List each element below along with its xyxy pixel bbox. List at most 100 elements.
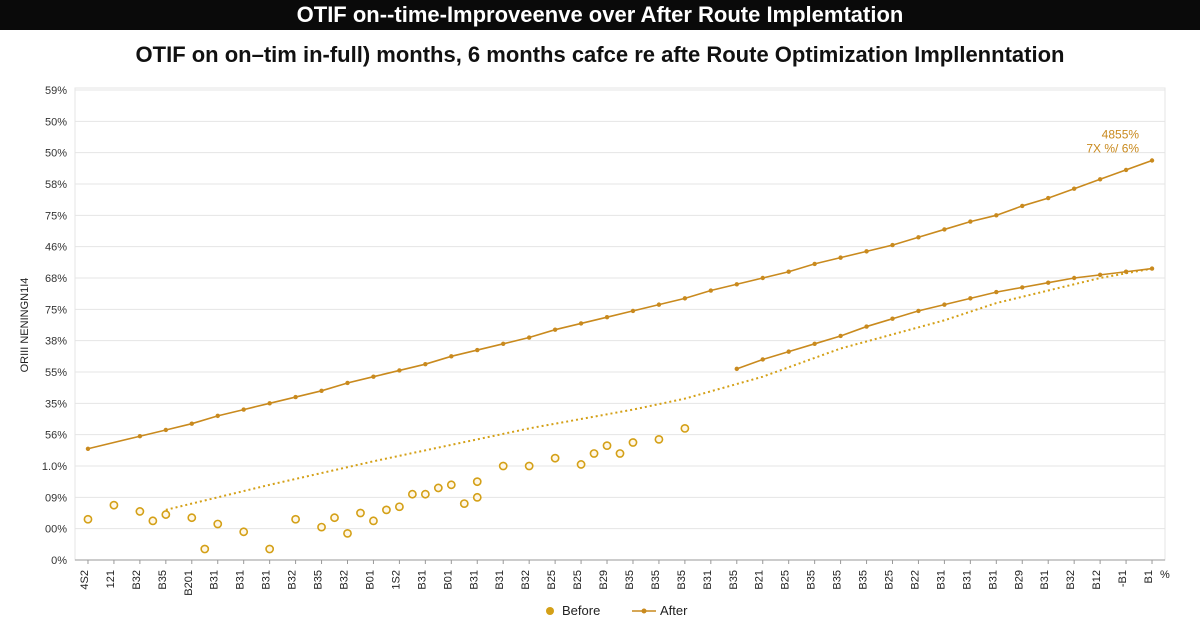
after-point [942, 302, 947, 307]
x-tick-label: B32 [131, 570, 143, 590]
before-point [369, 516, 378, 526]
y-tick-label: 50% [45, 148, 67, 160]
x-tick-label: B35 [806, 570, 818, 590]
before-point [407, 489, 417, 499]
x-tick-label: B31 [987, 570, 999, 590]
x-tick-label: B1 [1143, 570, 1155, 583]
y-axis-label: ORIII NENINGN1I4 [19, 278, 31, 373]
x-tick-label: B32 [520, 570, 532, 590]
after-point [994, 213, 999, 218]
after-point [734, 366, 739, 372]
after-point [968, 219, 973, 224]
before-point [654, 434, 664, 444]
before-point [382, 505, 391, 515]
after-point [656, 302, 662, 307]
x-tick-label: B31 [209, 570, 221, 590]
y-tick-label: 46% [45, 242, 67, 254]
legend-after-label: After [660, 603, 688, 618]
x-tick-label: 121 [105, 570, 117, 588]
x-tick-label: B31 [416, 570, 428, 590]
x-tick-label: B25 [546, 570, 558, 590]
y-tick-label: 09% [45, 492, 67, 504]
before-point [628, 438, 638, 447]
before-point [356, 508, 365, 518]
after-point [578, 321, 584, 326]
y-tick-label: 56% [45, 430, 67, 442]
x-tick-label: B32 [339, 570, 351, 590]
after-point [864, 249, 869, 254]
x-tick-label: B31 [235, 570, 247, 590]
before-point [187, 513, 197, 523]
after-point [1123, 167, 1129, 173]
after-point [449, 354, 454, 359]
after-point [682, 296, 688, 301]
after-point [994, 289, 999, 295]
after-point [942, 227, 947, 232]
before-point [602, 441, 612, 451]
y-tick-label: 00% [45, 524, 67, 536]
x-tick-label: B31 [261, 570, 273, 590]
before-point [472, 477, 482, 487]
y-tick-label: 75% [45, 304, 67, 316]
after-point [916, 308, 921, 314]
x-tick-label: B21 [754, 570, 766, 590]
chart-subtitle-text: OTIF on on–tim in-full) months, 6 months… [135, 42, 1065, 67]
before-point [680, 423, 690, 433]
x-tick-label: 4S2 [79, 570, 91, 590]
before-point [265, 544, 275, 554]
x-tick-label: B31 [1039, 570, 1051, 590]
x-tick-label: B35 [624, 570, 636, 590]
after-point [1046, 195, 1051, 201]
chart-title-bar: OTIF on--time-Improveenve over After Rou… [0, 0, 1200, 30]
after-point [345, 380, 350, 386]
before-point [420, 489, 430, 499]
after-point [630, 308, 636, 314]
before-point [524, 461, 534, 471]
x-tick-label: B35 [313, 570, 325, 590]
y-tick-label: 75% [45, 210, 67, 222]
after-series-line [736, 267, 1153, 370]
x-tick-label: -B1 [1117, 570, 1129, 587]
before-point [200, 544, 210, 554]
after-point [968, 296, 973, 301]
after-point [890, 316, 895, 321]
y-tick-label: 0% [51, 555, 67, 567]
after-point [137, 434, 143, 439]
x-tick-label: B31 [468, 570, 480, 590]
x-tick-label: B35 [858, 570, 870, 590]
after-point [838, 255, 843, 260]
before-point [589, 449, 599, 458]
before-point [109, 500, 119, 510]
before-point [213, 519, 223, 529]
plot-frame [74, 87, 1166, 561]
x-tick-label: B31 [702, 570, 714, 590]
before-point [472, 492, 482, 502]
after-point [1071, 186, 1077, 191]
before-point [576, 460, 586, 469]
after-point [812, 341, 817, 346]
y-tick-label: 1.0% [42, 461, 67, 473]
after-point [267, 401, 272, 406]
after-point [604, 314, 610, 320]
x-tick-label: B25 [884, 570, 896, 590]
before-point [343, 528, 352, 538]
x-tick-label: B29 [1013, 570, 1025, 590]
legend-after-marker [641, 608, 647, 614]
before-point [433, 483, 443, 493]
before-point [395, 502, 404, 512]
after-point [1046, 280, 1051, 285]
after-point [1097, 177, 1103, 182]
after-point [501, 341, 506, 346]
after-point [1020, 203, 1025, 209]
x-tick-label: B01 [442, 570, 454, 590]
x-tick-suffix: % [1160, 569, 1170, 581]
after-point [1071, 275, 1077, 281]
x-tick-label: B35 [728, 570, 740, 590]
before-point [498, 461, 508, 471]
y-tick-label: 35% [45, 398, 67, 410]
y-tick-label: 38% [45, 336, 67, 348]
before-point [291, 514, 300, 524]
x-tick-label: B31 [961, 570, 973, 590]
x-tick-label: B29 [598, 570, 610, 590]
